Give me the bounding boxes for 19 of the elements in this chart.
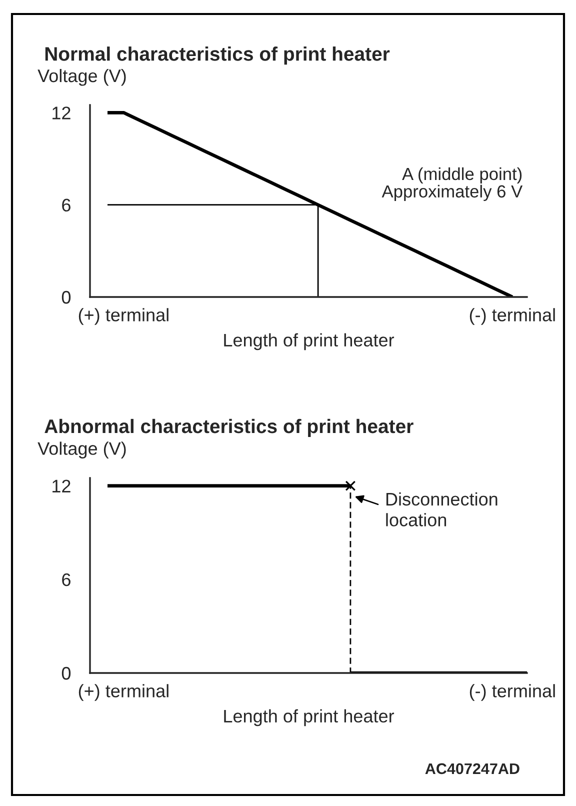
x-tick-label: (-) terminal	[470, 308, 555, 325]
annotation: Disconnection location	[386, 492, 498, 526]
y-tick-label: 0	[62, 290, 71, 304]
y-axis-title: Voltage (V)	[38, 442, 126, 458]
y-tick-label: 12	[52, 106, 70, 120]
x-tick-label: (-) terminal	[470, 684, 555, 701]
chart-title: Abnormal characteristics of print heater	[44, 418, 414, 438]
x-tick-label: (+) terminal	[78, 308, 168, 325]
y-axis-title: Voltage (V)	[38, 68, 126, 86]
y-tick-label: 6	[62, 198, 70, 212]
x-axis-title: Length of print heater	[224, 333, 394, 350]
x-axis-title: Length of print heater	[224, 709, 394, 726]
annotation: A (middle point) Approximately 6 V	[382, 167, 523, 201]
y-tick-label: 0	[62, 666, 71, 680]
y-tick-label: 6	[62, 573, 70, 586]
y-tick-label: 12	[52, 480, 70, 492]
text: AC407247AD	[425, 763, 520, 774]
chart-title: Normal characteristics of print heater	[45, 46, 390, 65]
x-tick-label: (+) terminal	[78, 684, 168, 701]
